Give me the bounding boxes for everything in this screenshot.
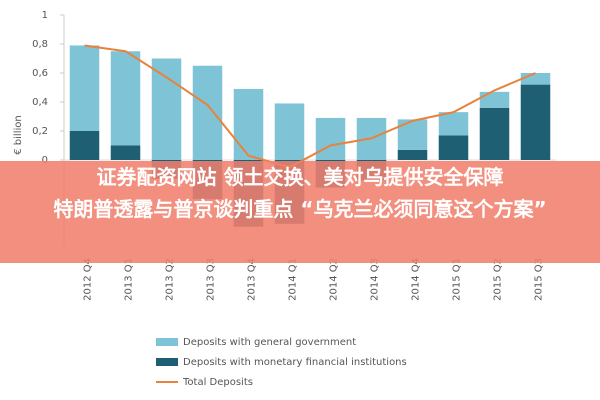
bar [520, 84, 551, 160]
y-axis-label: € billion [13, 115, 24, 154]
x-tick-label: 2015 Q1 [452, 258, 463, 301]
x-tick-label: 2015 Q2 [493, 258, 504, 301]
x-tick-label: 2012 Q4 [83, 258, 94, 301]
x-tick-label: 2013 Q3 [206, 258, 217, 301]
x-tick-label: 2014 Q3 [370, 258, 381, 301]
bar [438, 112, 469, 136]
bar [520, 73, 551, 85]
legend-label: Deposits with general government [183, 337, 356, 348]
x-tick-label: 2014 Q2 [329, 258, 340, 301]
line [84, 44, 536, 169]
x-tick-label: 2014 Q1 [288, 258, 299, 301]
bar [110, 51, 141, 146]
legend-swatch [156, 358, 178, 366]
y-tick-label: 0,6 [32, 68, 48, 79]
bar [479, 91, 510, 108]
bar [110, 145, 141, 160]
x-tick-label: 2015 Q3 [534, 258, 545, 301]
bar [479, 107, 510, 160]
bar [233, 88, 264, 160]
banner-line: 特朗普透露与普京谈判重点 “乌克兰必须同意这个方案” [53, 197, 547, 221]
x-tick-label: 2013 Q1 [124, 258, 135, 301]
y-tick-label: 0,4 [32, 97, 48, 108]
bar [397, 119, 428, 150]
bar [274, 103, 305, 160]
banner: 证券配资网站 领土交换、美对乌提供安全保障 特朗普透露与普京谈判重点 “乌克兰必… [0, 161, 600, 263]
banner-line: 证券配资网站 领土交换、美对乌提供安全保障 [96, 165, 504, 189]
x-tick-label: 2014 Q4 [411, 258, 422, 301]
bar [397, 149, 428, 160]
bar [69, 45, 100, 132]
x-tick-label: 2013 Q4 [247, 258, 258, 301]
bar [438, 135, 469, 160]
bar [315, 117, 346, 160]
y-tick-label: 0,2 [32, 126, 48, 137]
y-tick-label: 1 [42, 10, 48, 21]
bar [151, 58, 182, 160]
x-tick-label: 2013 Q2 [165, 258, 176, 301]
y-tick-label: 0,8 [32, 39, 48, 50]
legend-label: Total Deposits [182, 377, 253, 388]
legend-swatch [156, 338, 178, 346]
y-tick-label: 0 [42, 155, 48, 166]
bar [69, 131, 100, 160]
legend-label: Deposits with monetary financial institu… [183, 357, 407, 368]
bar [192, 65, 223, 160]
